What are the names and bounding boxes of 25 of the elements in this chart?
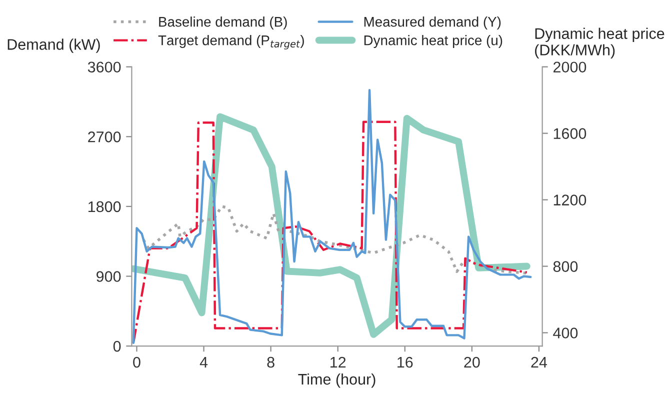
x-tick-label: 16 — [398, 356, 413, 368]
x-tick-label: 12 — [330, 356, 346, 368]
legend-label: Baseline demand (B) — [159, 16, 287, 30]
y2-tick-label: 800 — [553, 261, 578, 272]
y-tick-label: 0 — [113, 340, 121, 352]
legend-label: Target demand (P$_{target}$) — [158, 35, 304, 50]
y2-tick-label: 400 — [553, 328, 578, 338]
x-tick-label: 0 — [133, 356, 140, 368]
y2-tick-label: 1200 — [554, 194, 586, 206]
x-tick-label: 4 — [200, 357, 208, 368]
x-tick-label: 8 — [267, 356, 274, 368]
y2-axis-title: Dynamic heat price (DKK/MWh) — [535, 28, 664, 58]
x-tick-label: 20 — [464, 356, 480, 368]
y2-tick-label: 1600 — [554, 128, 586, 139]
y-tick-label: 3600 — [88, 62, 121, 73]
line-series — [142, 205, 529, 275]
y-tick-label: 1800 — [88, 201, 121, 212]
legend-label: Dynamic heat price (u) — [364, 35, 502, 48]
y-tick-label: 2700 — [88, 132, 121, 142]
legend-label: Measured demand (Y) — [364, 16, 501, 30]
y2-tick-label: 2000 — [553, 62, 586, 73]
y-axis-title: Demand (kW) — [8, 38, 100, 53]
x-axis-title: Time (hour) — [298, 373, 376, 388]
x-tick-label: 24 — [531, 356, 548, 368]
y-tick-label: 900 — [96, 271, 121, 282]
